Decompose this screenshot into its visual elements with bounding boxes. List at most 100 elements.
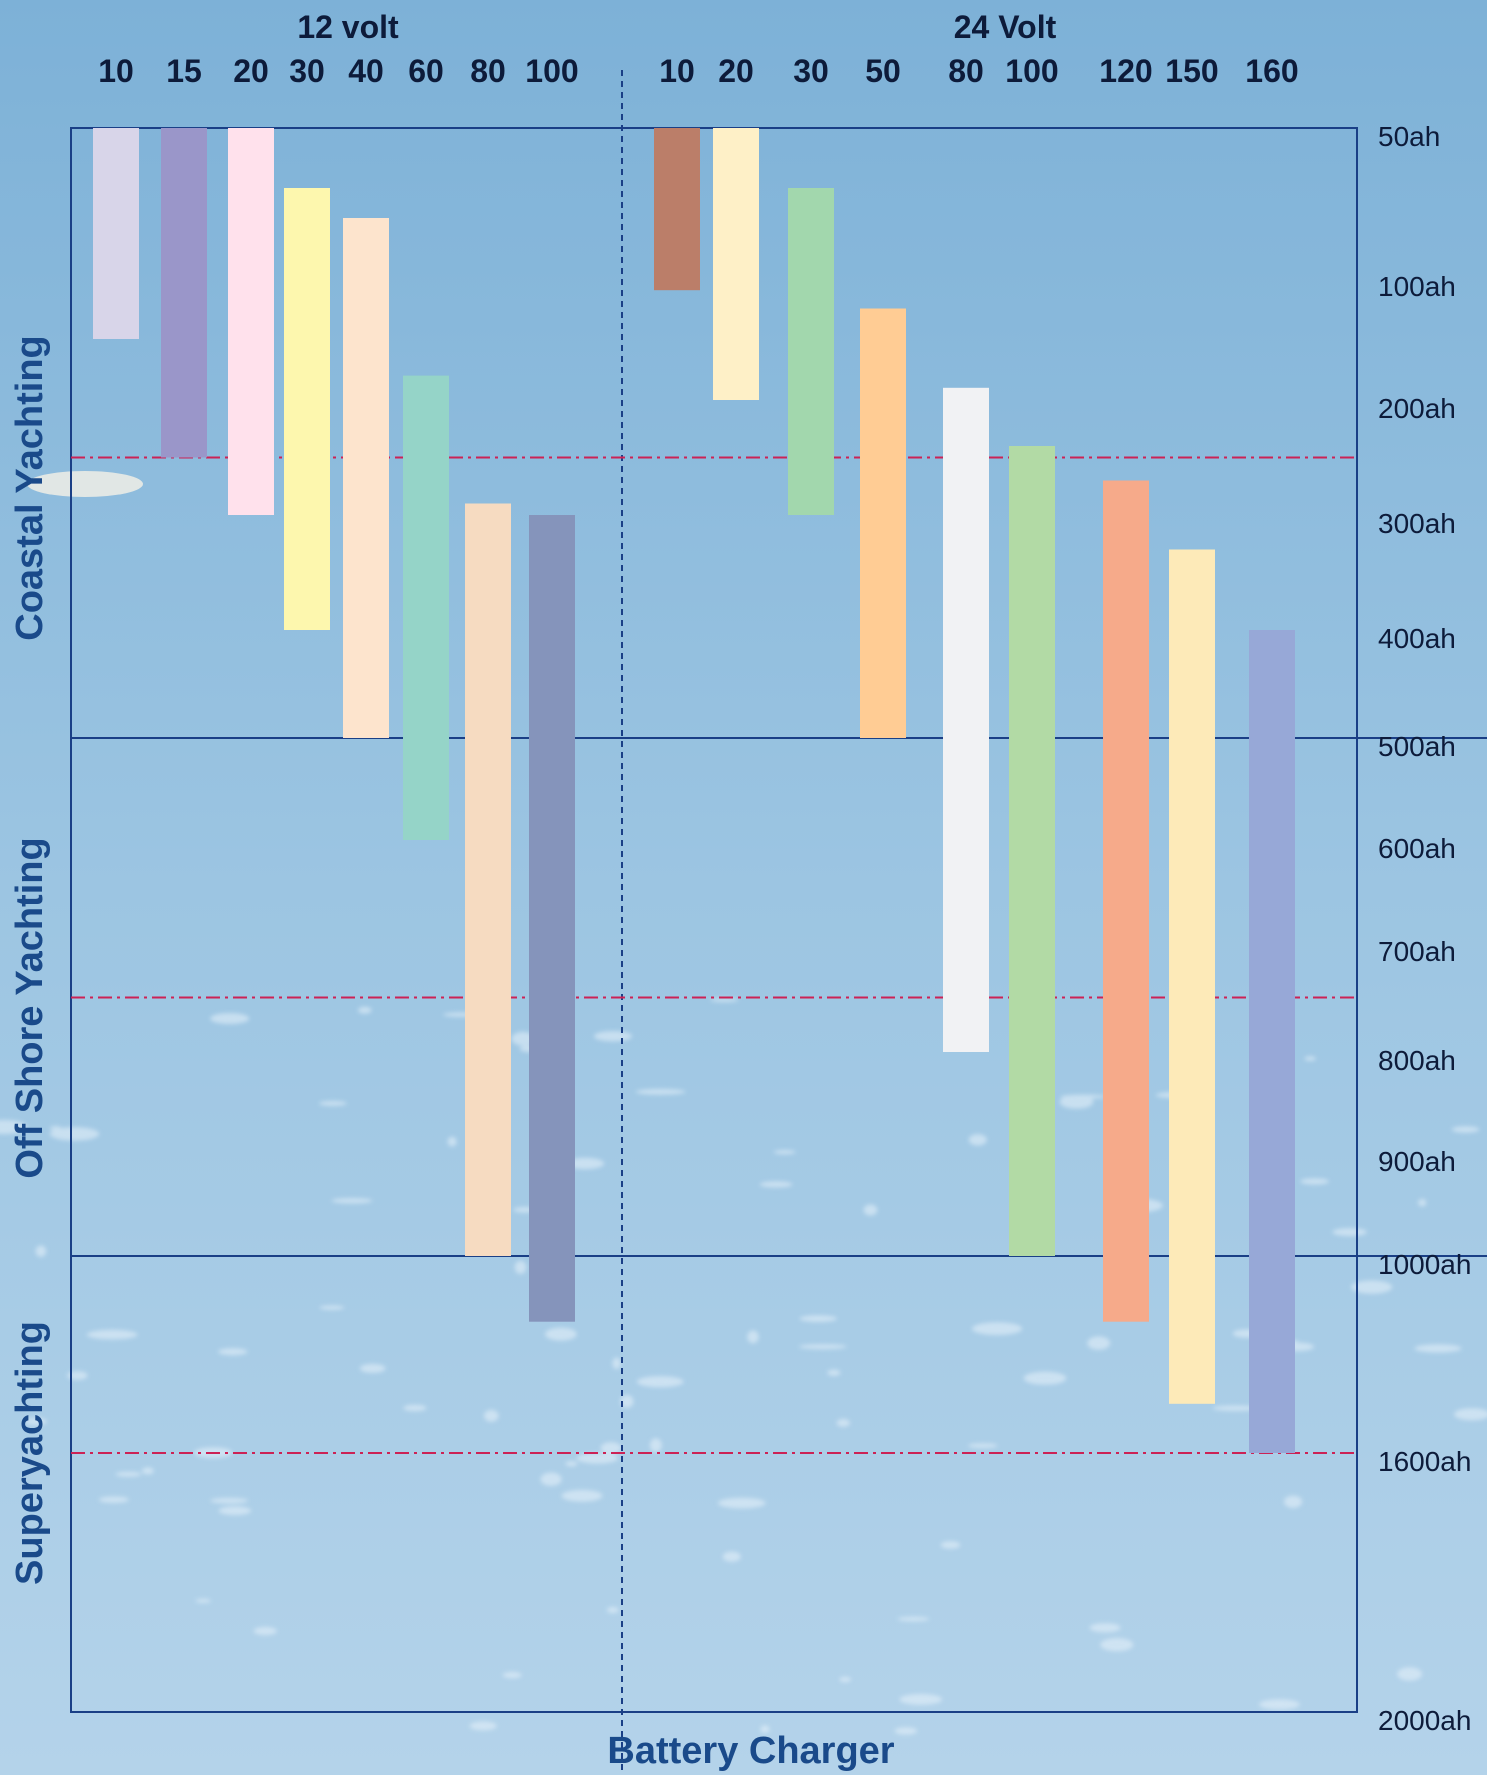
charger-range-bar xyxy=(788,188,834,515)
sea-foam-speck xyxy=(863,1204,878,1216)
charger-range-bar xyxy=(1249,630,1295,1453)
group-header: 12 volt xyxy=(297,9,399,45)
sea-foam-speck xyxy=(635,1088,686,1095)
y-tick-label: 700ah xyxy=(1378,936,1456,967)
sea-foam-speck xyxy=(511,1031,535,1046)
y-tick-label: 900ah xyxy=(1378,1146,1456,1177)
sea-foam-speck xyxy=(1397,1667,1422,1681)
sea-foam-speck xyxy=(359,1363,386,1373)
sea-foam-speck xyxy=(636,1376,684,1388)
sea-foam-speck xyxy=(502,1671,522,1679)
sea-foam-speck xyxy=(940,1541,961,1549)
sea-foam-speck xyxy=(0,1120,27,1134)
y-tick-label: 50ah xyxy=(1378,121,1440,152)
sea-foam-speck xyxy=(827,1369,841,1376)
sea-foam-speck xyxy=(218,1506,252,1516)
sea-foam-speck xyxy=(1304,1056,1316,1061)
charger-amp-label: 80 xyxy=(948,53,984,89)
segment-label: Coastal Yachting xyxy=(9,335,51,641)
charger-range-bar xyxy=(284,188,330,630)
y-tick-label: 400ah xyxy=(1378,623,1456,654)
charger-amp-label: 60 xyxy=(408,53,444,89)
sea-foam-speck xyxy=(98,1496,129,1503)
charger-amp-label: 160 xyxy=(1245,53,1298,89)
x-axis-title: Battery Charger xyxy=(607,1730,894,1772)
sea-foam-speck xyxy=(968,1134,987,1146)
sea-foam-speck xyxy=(403,1404,427,1412)
sea-foam-speck xyxy=(968,1443,998,1449)
charger-range-bar xyxy=(161,128,207,458)
sea-foam-speck xyxy=(67,1371,88,1380)
charger-range-bar xyxy=(403,375,449,840)
charger-amp-label: 100 xyxy=(525,53,578,89)
charger-range-bar xyxy=(465,503,511,1256)
sea-foam-speck xyxy=(210,1013,250,1024)
y-tick-label: 300ah xyxy=(1378,508,1456,539)
group-header: 24 Volt xyxy=(954,9,1057,45)
charger-amp-label: 40 xyxy=(348,53,384,89)
charger-amp-label: 10 xyxy=(98,53,134,89)
sea-foam-speck xyxy=(545,1327,577,1341)
charger-range-bar xyxy=(860,308,906,738)
sea-foam-speck xyxy=(1100,1638,1134,1652)
sea-foam-speck xyxy=(142,1467,154,1475)
sea-foam-speck xyxy=(606,1606,619,1614)
sea-foam-speck xyxy=(600,1442,622,1454)
sea-foam-speck xyxy=(649,1438,662,1453)
sea-foam-speck xyxy=(1414,1344,1462,1353)
y-tick-label: 500ah xyxy=(1378,731,1456,762)
segment-label: Off Shore Yachting xyxy=(9,837,51,1178)
sea-foam-speck xyxy=(483,1409,499,1422)
sea-foam-speck xyxy=(1451,1126,1480,1133)
sea-foam-speck xyxy=(514,1260,527,1274)
y-tick-label: 1600ah xyxy=(1378,1446,1471,1477)
sea-foam-speck xyxy=(1212,1405,1258,1411)
charger-amp-label: 50 xyxy=(865,53,901,89)
sea-foam-speck xyxy=(1418,1198,1427,1207)
sea-foam-speck xyxy=(210,1497,249,1504)
sea-foam-speck xyxy=(86,1329,138,1340)
charger-amp-label: 150 xyxy=(1165,53,1218,89)
charger-range-bar xyxy=(1009,446,1055,1256)
sea-foam-speck xyxy=(722,1551,741,1562)
sea-foam-speck xyxy=(1332,1228,1367,1237)
sea-foam-speck xyxy=(49,1127,100,1141)
charger-amp-label: 20 xyxy=(233,53,269,89)
sea-foam-speck xyxy=(717,1497,766,1509)
charger-amp-label: 10 xyxy=(659,53,695,89)
charger-amp-label: 80 xyxy=(470,53,506,89)
sea-foam-speck xyxy=(1087,1336,1111,1350)
sea-foam-speck xyxy=(1454,1408,1487,1421)
sea-foam-speck xyxy=(561,1489,603,1502)
charger-range-bar xyxy=(943,387,989,1052)
charger-amp-label: 15 xyxy=(166,53,202,89)
sea-foam-speck xyxy=(565,1461,578,1467)
sea-foam-speck xyxy=(1023,1371,1067,1385)
sea-foam-speck xyxy=(358,1006,372,1014)
sea-foam-speck xyxy=(759,1181,793,1188)
sea-foam-speck xyxy=(1089,1623,1121,1633)
y-tick-label: 2000ah xyxy=(1378,1705,1471,1736)
sea-foam-speck xyxy=(469,1721,497,1731)
sea-foam-speck xyxy=(1284,1495,1303,1509)
charger-range-bar xyxy=(529,515,575,1322)
sea-foam-speck xyxy=(897,1616,930,1622)
y-tick-label: 600ah xyxy=(1378,833,1456,864)
sea-foam-speck xyxy=(319,1305,345,1310)
sea-foam-speck xyxy=(1259,1699,1300,1710)
y-tick-label: 200ah xyxy=(1378,393,1456,424)
charger-range-bar xyxy=(343,218,389,738)
sea-foam-speck xyxy=(115,1471,142,1477)
sea-foam-speck xyxy=(899,1693,943,1705)
charger-range-bar xyxy=(93,128,139,339)
sea-foam-speck xyxy=(773,1150,796,1155)
sea-foam-speck xyxy=(49,1126,62,1131)
charger-amp-label: 120 xyxy=(1099,53,1152,89)
charger-range-bar xyxy=(1103,480,1149,1322)
sea-foam-speck xyxy=(540,1472,562,1486)
charger-range-bar xyxy=(1169,549,1215,1404)
sea-foam-speck xyxy=(35,1245,47,1257)
boat-shape xyxy=(27,471,143,497)
charger-range-bar xyxy=(713,128,759,400)
